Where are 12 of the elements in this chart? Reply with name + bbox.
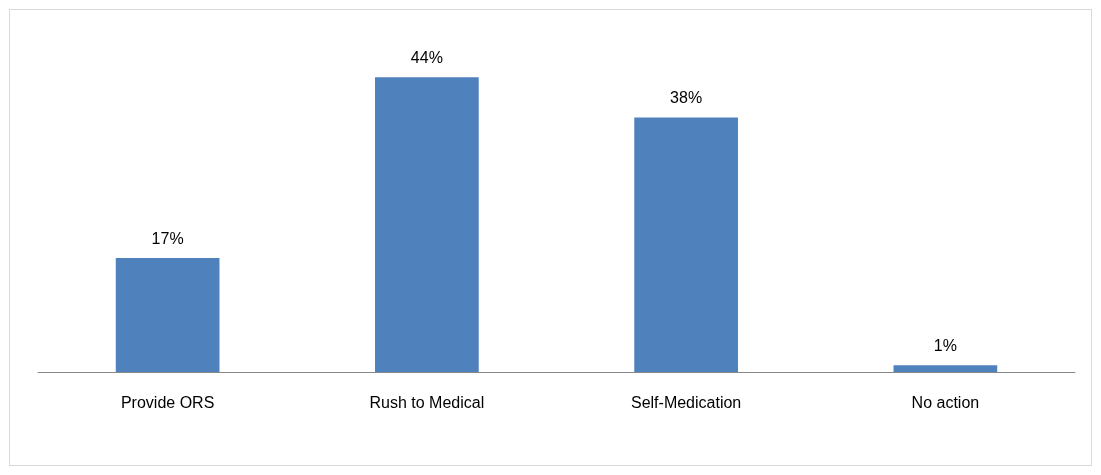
bar <box>115 258 220 372</box>
bar <box>893 365 998 372</box>
data-label: 17% <box>151 229 184 247</box>
x-tick-label: Rush to Medical <box>369 393 485 411</box>
data-label: 38% <box>670 88 703 106</box>
x-tick-label: Self-Medication <box>630 393 742 411</box>
bar <box>375 77 479 372</box>
x-tick-label: Provide ORS <box>120 393 215 411</box>
data-label: 1% <box>933 336 957 354</box>
x-tick-label: No action <box>911 393 980 411</box>
bar <box>634 117 738 372</box>
data-label: 44% <box>410 48 443 66</box>
